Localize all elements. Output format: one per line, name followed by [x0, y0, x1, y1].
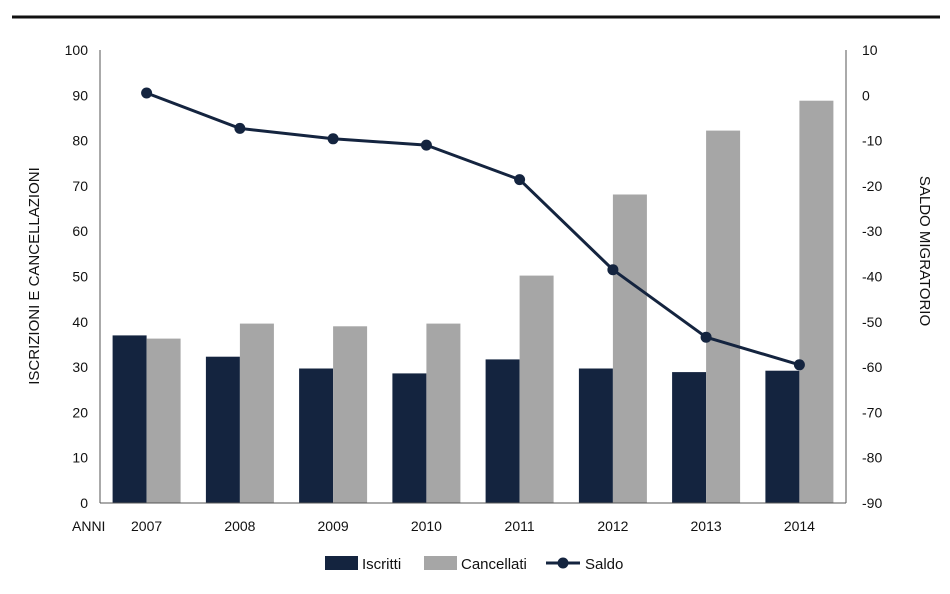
y-tick-right: -30	[862, 223, 882, 239]
bar-iscritti-2009	[299, 368, 334, 503]
bar-iscritti-2011	[485, 359, 520, 503]
legend: Iscritti Cancellati Saldo	[325, 556, 623, 573]
y-tick-left: 40	[72, 314, 88, 330]
y-tick-right: -70	[862, 404, 882, 420]
saldo-point-2011	[514, 174, 526, 186]
legend-label-cancellati: Cancellati	[461, 556, 527, 573]
bar-cancellati-2011	[519, 275, 554, 503]
bar-cancellati-2009	[333, 326, 368, 503]
y-tick-right: -10	[862, 133, 882, 149]
x-tick-2011: 2011	[505, 518, 535, 534]
saldo-point-2009	[327, 133, 339, 145]
saldo-point-2008	[234, 122, 246, 134]
y-ticks-right: -90 -80 -70 -60 -50 -40 -30 -20 -10 0 10	[862, 42, 882, 511]
bar-iscritti-2013	[672, 372, 707, 503]
legend-label-iscritti: Iscritti	[362, 556, 401, 573]
y-ticks-left: 0 10 20 30 40 50 60 70 80 90 100	[65, 42, 89, 511]
legend-label-saldo: Saldo	[585, 556, 623, 573]
y-axis-title-left: ISCRIZIONI E CANCELLAZIONI	[26, 167, 43, 385]
bar-cancellati-2014	[799, 100, 834, 503]
bar-cancellati-2012	[612, 194, 647, 503]
saldo-line	[146, 91, 800, 367]
legend-marker-saldo	[557, 557, 569, 569]
y-tick-right: -60	[862, 359, 882, 375]
y-tick-left: 20	[72, 404, 88, 420]
y-tick-left: 0	[80, 495, 88, 511]
x-tick-2010: 2010	[411, 518, 442, 534]
saldo-point-2007	[141, 87, 153, 99]
saldo-point-2012	[607, 264, 619, 276]
bar-cancellati-2013	[706, 130, 741, 503]
saldo-point-2013	[700, 331, 712, 343]
bar-iscritti-2010	[392, 373, 427, 503]
y-tick-right: -80	[862, 450, 882, 466]
y-tick-right: -20	[862, 178, 882, 194]
legend-swatch-iscritti	[325, 556, 358, 570]
y-axis-title-right: SALDO MIGRATORIO	[916, 176, 933, 326]
x-tick-2013: 2013	[691, 518, 722, 534]
x-ticks: 2007 2008 2009 2010 2011 2012 2013 2014	[131, 518, 815, 534]
y-tick-right: -90	[862, 495, 882, 511]
bars-layer	[112, 100, 834, 503]
x-tick-2014: 2014	[784, 518, 815, 534]
saldo-line-layer	[141, 87, 805, 371]
bar-cancellati-2010	[426, 323, 461, 503]
x-tick-2007: 2007	[131, 518, 162, 534]
y-tick-left: 60	[72, 223, 88, 239]
bar-iscritti-2008	[205, 356, 240, 503]
bar-cancellati-2008	[239, 323, 274, 503]
saldo-point-2014	[793, 359, 805, 371]
y-tick-right: 0	[862, 87, 870, 103]
y-tick-left: 80	[72, 133, 88, 149]
legend-swatch-cancellati	[424, 556, 457, 570]
bar-cancellati-2007	[146, 338, 181, 503]
x-tick-2009: 2009	[318, 518, 349, 534]
bar-iscritti-2007	[112, 335, 147, 503]
y-tick-right: -40	[862, 269, 882, 285]
y-tick-left: 100	[65, 42, 89, 58]
bar-iscritti-2014	[765, 370, 800, 503]
x-axis-title: ANNI	[72, 518, 105, 534]
y-tick-right: -50	[862, 314, 882, 330]
x-tick-2008: 2008	[224, 518, 255, 534]
y-tick-left: 90	[72, 87, 88, 103]
bar-iscritti-2012	[578, 368, 613, 503]
y-tick-left: 70	[72, 178, 88, 194]
x-tick-2012: 2012	[597, 518, 628, 534]
y-tick-right: 10	[862, 42, 878, 58]
y-tick-left: 30	[72, 359, 88, 375]
saldo-point-2010	[420, 139, 432, 151]
y-tick-left: 10	[72, 450, 88, 466]
y-tick-left: 50	[72, 269, 88, 285]
